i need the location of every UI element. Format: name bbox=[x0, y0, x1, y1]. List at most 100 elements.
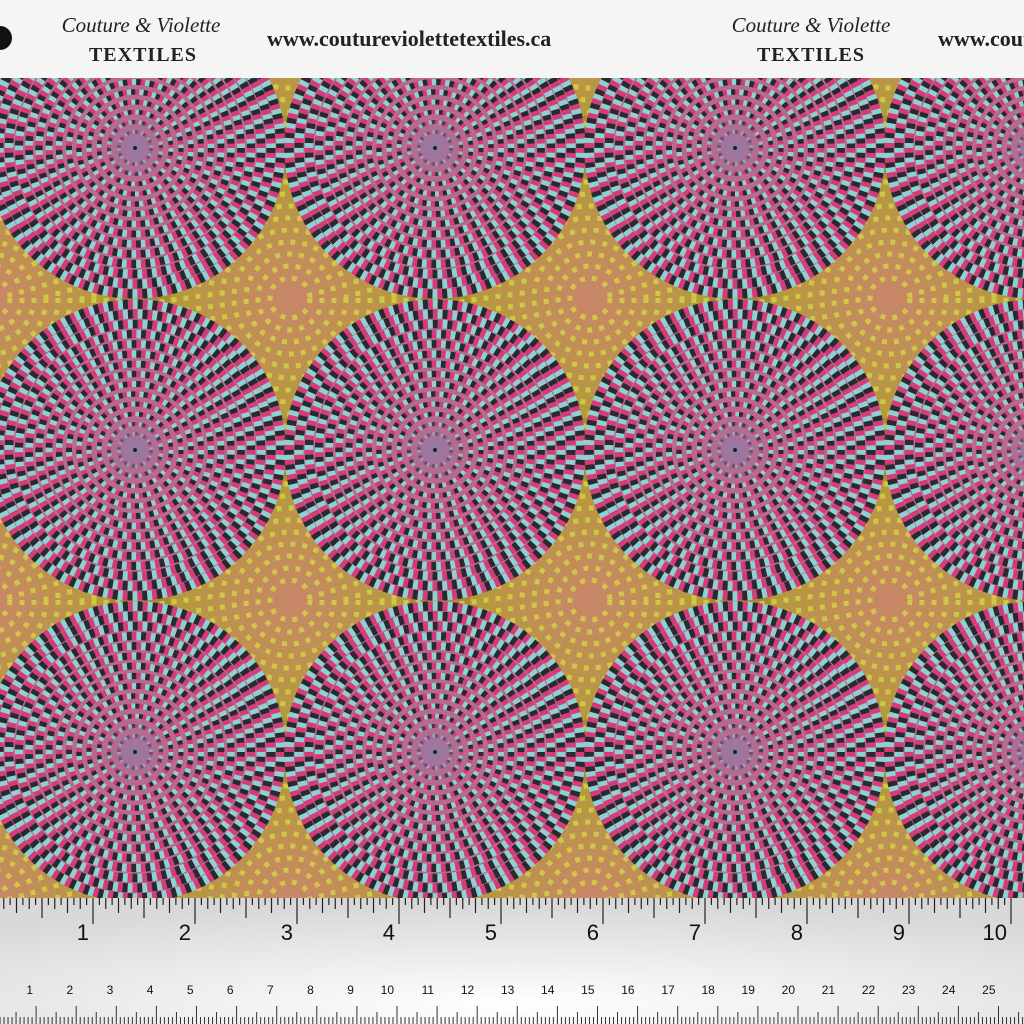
ring-check bbox=[976, 90, 1024, 206]
ring-check bbox=[55, 370, 215, 530]
ring-check bbox=[666, 683, 804, 821]
ring-check bbox=[45, 662, 225, 842]
ring-check bbox=[925, 340, 1024, 560]
ring-check bbox=[304, 78, 566, 279]
ring-check bbox=[635, 78, 835, 248]
diamond-check bbox=[0, 192, 97, 404]
diamond-check bbox=[0, 469, 121, 731]
ring-check bbox=[0, 601, 286, 898]
diamond-check bbox=[555, 565, 625, 635]
ring-check bbox=[0, 611, 276, 893]
diamond-check bbox=[0, 506, 85, 694]
ring-check bbox=[355, 78, 515, 228]
ring-check bbox=[366, 79, 504, 217]
ring-check bbox=[76, 89, 194, 207]
diamond-check bbox=[495, 505, 685, 695]
ring-check bbox=[355, 370, 515, 530]
cm-label: 21 bbox=[822, 983, 836, 997]
diamond-check bbox=[507, 819, 673, 898]
ring-check bbox=[96, 109, 174, 187]
ring-check bbox=[304, 78, 566, 279]
diamond-check bbox=[483, 191, 697, 405]
ring-check bbox=[345, 78, 525, 238]
ring-check bbox=[686, 703, 784, 801]
diamond-check bbox=[795, 505, 985, 695]
ring-check bbox=[935, 78, 1024, 247]
diamond-check bbox=[0, 579, 13, 621]
diamond-check bbox=[183, 493, 397, 707]
ring-check bbox=[594, 78, 876, 289]
diamond-check bbox=[519, 227, 661, 369]
brand: Couture & Violette bbox=[62, 13, 221, 37]
ring-check bbox=[696, 411, 774, 489]
ring-check bbox=[45, 78, 225, 238]
ring-check bbox=[0, 309, 276, 591]
center-dot bbox=[133, 448, 137, 452]
ring-check bbox=[594, 309, 876, 591]
diamond-check bbox=[195, 505, 385, 695]
ring-check bbox=[4, 319, 266, 581]
diamond-check bbox=[495, 203, 685, 393]
brand-subtitle: TEXTILES bbox=[89, 44, 197, 66]
ring-check bbox=[325, 340, 545, 560]
diamond-check bbox=[0, 240, 49, 356]
ring-check bbox=[976, 694, 1024, 810]
diamond-check bbox=[543, 251, 637, 345]
center-dot bbox=[133, 750, 137, 754]
ring-check bbox=[55, 672, 215, 832]
diamond-check bbox=[207, 517, 373, 683]
ring-check bbox=[96, 713, 174, 791]
cm-label: 5 bbox=[187, 983, 194, 997]
diamond-check bbox=[567, 577, 613, 623]
ring-check bbox=[66, 79, 204, 217]
ring-check bbox=[4, 78, 266, 279]
cm-label: 8 bbox=[307, 983, 314, 997]
ring-check bbox=[645, 360, 825, 540]
diamond-check bbox=[807, 517, 973, 683]
ring-check bbox=[35, 652, 235, 852]
cm-label: 20 bbox=[782, 983, 796, 997]
ring-check bbox=[355, 78, 515, 228]
ring-check bbox=[335, 350, 535, 550]
ring-check bbox=[325, 642, 545, 862]
disc-center bbox=[1000, 718, 1024, 786]
ring-check bbox=[294, 611, 576, 893]
center-dot bbox=[733, 750, 737, 754]
diamond-check bbox=[807, 819, 973, 898]
ring-check bbox=[4, 78, 266, 279]
diamond-check bbox=[783, 191, 997, 405]
ring-check bbox=[0, 601, 286, 898]
ring-check bbox=[966, 381, 1024, 519]
diamond-check bbox=[207, 819, 373, 898]
diamond-check bbox=[0, 566, 25, 634]
ring-check bbox=[314, 631, 556, 873]
ring-check bbox=[284, 78, 586, 299]
ring-check bbox=[935, 653, 1024, 851]
diamond-check bbox=[0, 554, 37, 646]
ring-check bbox=[614, 631, 856, 873]
ring-check bbox=[376, 693, 494, 811]
ring-check bbox=[625, 78, 845, 258]
ring-check bbox=[655, 672, 815, 832]
diamond-check bbox=[843, 553, 937, 647]
ring-check bbox=[945, 78, 1024, 237]
ring-check bbox=[25, 78, 245, 258]
ring-check bbox=[366, 381, 504, 519]
ring-check bbox=[35, 350, 235, 550]
ring-check bbox=[986, 100, 1024, 196]
ring-check bbox=[345, 662, 525, 842]
ring-check bbox=[696, 713, 774, 791]
ring-check bbox=[304, 621, 566, 883]
ring-check bbox=[625, 642, 845, 862]
ring-check bbox=[25, 78, 245, 258]
diamond-check bbox=[795, 203, 985, 393]
diamond-check bbox=[867, 577, 913, 623]
ring-check bbox=[4, 319, 266, 581]
diamond-check bbox=[543, 553, 637, 647]
ring-check bbox=[925, 642, 1024, 862]
cm-label: 25 bbox=[982, 983, 996, 997]
ring-check bbox=[0, 611, 276, 893]
ring-check bbox=[584, 299, 886, 601]
ring-check bbox=[966, 79, 1024, 217]
ring-check bbox=[635, 652, 835, 852]
